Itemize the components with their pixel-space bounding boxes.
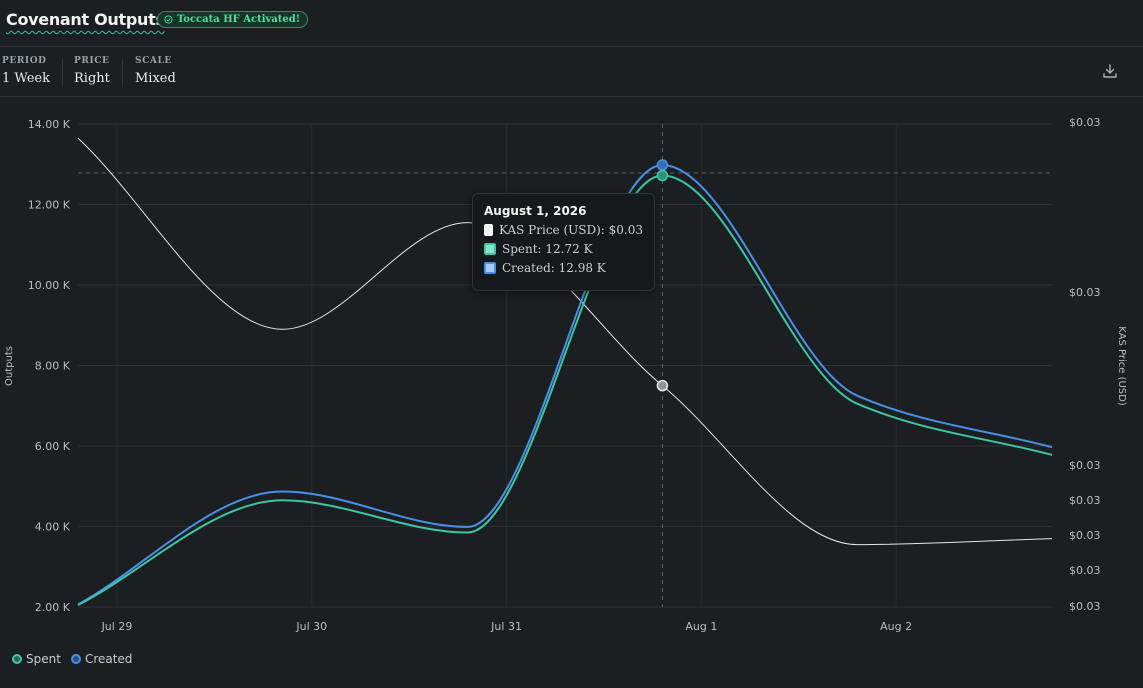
price-value[interactable]: Right xyxy=(74,71,110,86)
y-tick-label: 12.00 K xyxy=(28,199,71,212)
tooltip-created-text: Created: 12.98 K xyxy=(502,261,606,275)
hover-point-created xyxy=(656,159,669,171)
tooltip-swatch-created xyxy=(484,262,496,274)
y-tick-label: 6.00 K xyxy=(35,440,71,453)
y2-tick-label: $0.03 xyxy=(1069,564,1101,577)
legend-label-spent: Spent xyxy=(26,652,61,666)
y2-tick-label: $0.03 xyxy=(1069,494,1101,507)
legend-dot-created xyxy=(70,654,81,664)
tooltip-row-spent: Spent: 12.72 K xyxy=(484,242,643,256)
y-tick-label: 2.00 K xyxy=(35,601,71,614)
legend-item-spent[interactable]: Spent xyxy=(12,652,61,666)
price-control[interactable]: PRICE Right xyxy=(74,56,110,86)
x-tick-label: Aug 2 xyxy=(880,620,912,633)
y2-tick-label: $0.03 xyxy=(1069,286,1101,299)
series-line-spent xyxy=(77,174,1053,606)
tooltip-swatch-spent xyxy=(484,243,496,255)
series-line-created xyxy=(77,164,1053,606)
y-tick-label: 14.00 K xyxy=(28,118,71,131)
chart-tooltip: August 1, 2026 KAS Price (USD): $0.03 Sp… xyxy=(472,193,655,291)
y-axis-title: Outputs xyxy=(4,346,15,386)
y2-tick-label: $0.03 xyxy=(1069,600,1101,613)
control-divider xyxy=(62,59,63,87)
chart-legend: Spent Created xyxy=(12,652,132,666)
tooltip-spent-text: Spent: 12.72 K xyxy=(502,242,593,256)
line-chart: 2.00 K 4.00 K 6.00 K 8.00 K 10.00 K 12.00 K 14… xyxy=(4,116,1127,633)
scale-label: SCALE xyxy=(135,56,172,66)
hover-point-spent xyxy=(656,169,669,182)
control-divider xyxy=(122,59,123,87)
legend-dot-spent xyxy=(12,654,22,664)
x-tick-label: Jul 29 xyxy=(101,620,133,633)
y2-tick-label: $0.03 xyxy=(1069,459,1101,472)
y-tick-label: 8.00 K xyxy=(35,360,71,373)
status-badge: Toccata HF Activated! xyxy=(157,11,309,28)
tooltip-row-created: Created: 12.98 K xyxy=(484,261,643,275)
tooltip-price-text: KAS Price (USD): $0.03 xyxy=(499,223,643,237)
y2-tick-label: $0.03 xyxy=(1069,116,1101,129)
y-tick-label: 4.00 K xyxy=(35,521,71,534)
legend-item-created[interactable]: Created xyxy=(70,652,133,666)
tooltip-date: August 1, 2026 xyxy=(484,204,587,218)
x-tick-label: Jul 31 xyxy=(490,620,522,633)
x-tick-label: Jul 30 xyxy=(295,620,327,633)
y2-tick-label: $0.03 xyxy=(1069,529,1101,542)
y-tick-label: 10.00 K xyxy=(28,279,71,292)
period-value[interactable]: 1 Week xyxy=(2,71,50,86)
y2-axis-title: KAS Price (USD) xyxy=(1116,326,1127,406)
tooltip-row-price: KAS Price (USD): $0.03 xyxy=(484,223,643,237)
download-icon[interactable] xyxy=(1101,62,1119,80)
price-label: PRICE xyxy=(74,56,110,66)
hover-point-price xyxy=(656,379,669,392)
chart-controls: PERIOD 1 Week PRICE Right SCALE Mixed xyxy=(0,47,1143,97)
scale-control[interactable]: SCALE Mixed xyxy=(135,56,176,86)
chart-header: Covenant Outputs Toccata HF Activated! xyxy=(0,0,1143,47)
check-circle-icon xyxy=(164,15,173,24)
legend-label-created: Created xyxy=(84,652,133,666)
scale-value[interactable]: Mixed xyxy=(135,71,176,86)
period-label: PERIOD xyxy=(2,56,47,66)
status-badge-label: Toccata HF Activated! xyxy=(177,14,301,25)
period-control[interactable]: PERIOD 1 Week xyxy=(2,56,50,86)
chart-title: Covenant Outputs xyxy=(6,10,165,29)
tooltip-swatch-price xyxy=(484,224,493,236)
x-tick-label: Aug 1 xyxy=(685,620,717,633)
